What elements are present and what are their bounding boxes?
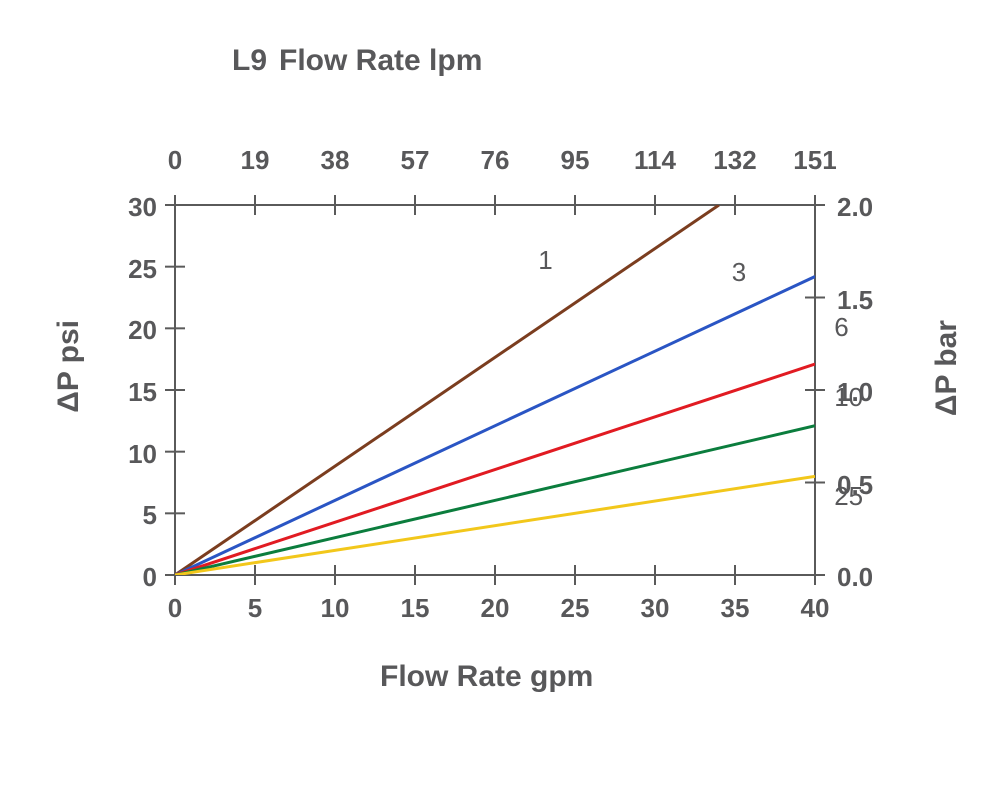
y-left-tick-15: 15 (128, 377, 157, 408)
series-line-10 (175, 426, 815, 575)
x-top-tick-0: 0 (168, 145, 182, 176)
y-right-tick-0.0: 0.0 (837, 562, 873, 593)
x-bottom-tick-30: 30 (641, 593, 670, 624)
x-top-tick-132: 132 (713, 145, 756, 176)
x-bottom-tick-15: 15 (401, 593, 430, 624)
x-bottom-tick-10: 10 (321, 593, 350, 624)
plot-area (135, 165, 855, 615)
x-top-tick-19: 19 (241, 145, 270, 176)
y-right-tick-2.0: 2.0 (837, 192, 873, 223)
x-bottom-tick-40: 40 (801, 593, 830, 624)
series-label-1: 1 (538, 245, 552, 276)
x-top-tick-151: 151 (793, 145, 836, 176)
y-left-tick-0: 0 (143, 562, 157, 593)
top-axis-title: Flow Rate lpm (279, 44, 482, 78)
chart-container: L9 Flow Rate lpm ΔP psi ΔP bar Flow Rate… (0, 0, 1003, 786)
series-label-10: 10 (834, 382, 863, 413)
x-bottom-axis-label: Flow Rate gpm (380, 660, 593, 694)
y-left-tick-5: 5 (143, 500, 157, 531)
x-top-tick-76: 76 (481, 145, 510, 176)
y-left-tick-10: 10 (128, 439, 157, 470)
series-line-25 (175, 476, 815, 575)
series-line-6 (175, 364, 815, 575)
series-line-1 (175, 205, 719, 575)
x-top-tick-57: 57 (401, 145, 430, 176)
x-bottom-tick-35: 35 (721, 593, 750, 624)
series-label-25: 25 (834, 481, 863, 512)
x-bottom-tick-0: 0 (168, 593, 182, 624)
x-top-tick-38: 38 (321, 145, 350, 176)
top-title-group: L9 Flow Rate lpm (232, 44, 482, 78)
x-bottom-tick-5: 5 (248, 593, 262, 624)
y-left-axis-label: ΔP psi (52, 320, 86, 413)
title-prefix: L9 (232, 44, 267, 78)
y-left-tick-25: 25 (128, 254, 157, 285)
series-label-3: 3 (732, 257, 746, 288)
y-left-tick-30: 30 (128, 192, 157, 223)
series-label-6: 6 (834, 312, 848, 343)
y-left-tick-20: 20 (128, 315, 157, 346)
x-top-tick-114: 114 (634, 145, 676, 176)
series-line-3 (175, 277, 815, 575)
x-top-tick-95: 95 (561, 145, 590, 176)
y-right-axis-label: ΔP bar (930, 320, 964, 416)
x-bottom-tick-25: 25 (561, 593, 590, 624)
x-bottom-tick-20: 20 (481, 593, 510, 624)
